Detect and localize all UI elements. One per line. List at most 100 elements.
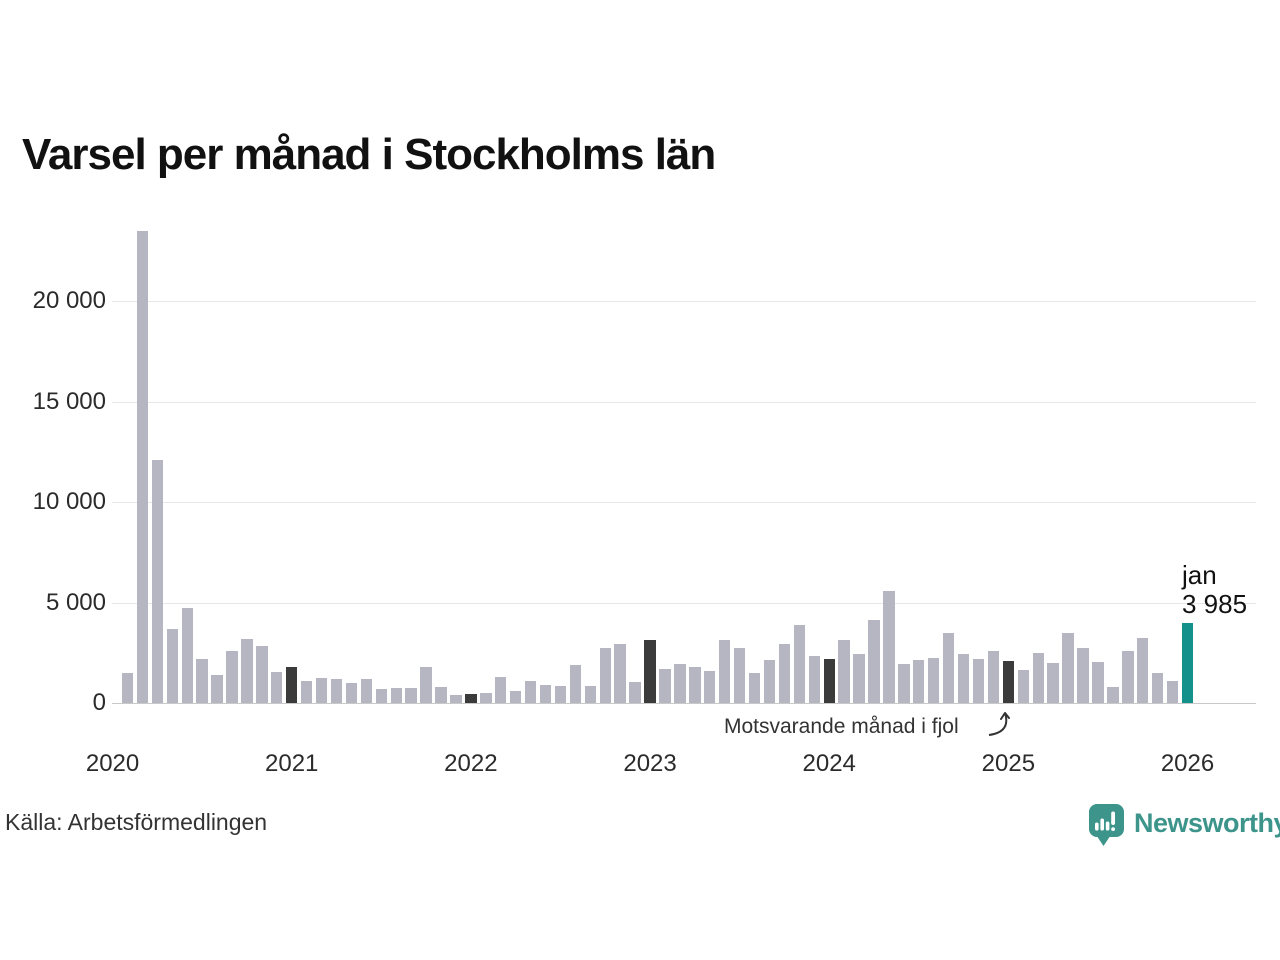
annotation-text: Motsvarande månad i fjol: [724, 715, 959, 738]
gridline-20000: [112, 301, 1256, 302]
bar-2022-07: [554, 686, 567, 703]
x-tick-label-2025: 2025: [981, 750, 1036, 777]
source-text: Källa: Arbetsförmedlingen: [5, 809, 268, 835]
brand-wordmark: Newsworthy: [1134, 808, 1280, 838]
bar-2021-11: [435, 687, 447, 703]
bar-2020-03: [136, 230, 149, 703]
bar-2025-02: [1017, 669, 1029, 703]
bar-2022-10: [599, 648, 611, 703]
bar-2022-04: [509, 691, 522, 703]
bar-2024-03: [853, 653, 865, 703]
bar-2022-02: [480, 693, 492, 703]
bar-2021-12: [450, 695, 462, 703]
gridline-15000: [112, 402, 1256, 403]
bar-2023-08: [748, 673, 761, 703]
bar-2020-11: [256, 645, 268, 703]
bar-2022-05: [524, 681, 537, 703]
bar-2021-04: [330, 678, 343, 703]
brand-logo: Newsworthy: [1088, 803, 1280, 847]
bar-2021-05: [345, 683, 358, 703]
bar-2024-06: [898, 663, 910, 703]
y-tick-label-15000: 15 000: [32, 388, 106, 415]
bar-2020-09: [226, 650, 238, 703]
bar-2025-05: [1062, 632, 1074, 703]
x-tick-label-2024: 2024: [802, 750, 856, 777]
bar-2021-09: [405, 687, 417, 703]
bar-2023-06: [719, 639, 731, 703]
bar-2022-09: [584, 686, 597, 703]
bar-2020-04: [151, 459, 164, 703]
bar-2023-10: [778, 644, 791, 703]
bar-2023-02: [659, 669, 671, 703]
current-month-label: jan 3 985: [1182, 561, 1247, 619]
bar-2022-11: [614, 643, 626, 703]
x-tick-label-2022: 2022: [444, 750, 498, 777]
bar-2023-03: [674, 664, 686, 703]
bar-2024-09: [942, 633, 955, 703]
bar-2022-01: [465, 694, 477, 703]
bar-2022-06: [539, 684, 552, 703]
bar-2025-01: [1002, 660, 1015, 703]
gridline-10000: [112, 502, 1256, 503]
bar-2025-09: [1122, 650, 1134, 703]
bar-2022-08: [569, 664, 582, 703]
bar-2020-05: [166, 629, 178, 703]
bar-2026-01: [1181, 622, 1194, 703]
bar-2024-11: [972, 658, 985, 703]
bar-2025-07: [1092, 661, 1104, 703]
bar-2021-07: [375, 688, 387, 703]
bar-2024-07: [913, 659, 925, 703]
annotation-arrow-icon: [988, 712, 1010, 736]
bar-2020-07: [196, 659, 208, 703]
x-tick-label-2021: 2021: [265, 750, 319, 777]
bar-2023-05: [704, 671, 716, 703]
bar-2024-02: [838, 639, 850, 703]
current-month-name: jan: [1182, 560, 1217, 590]
x-tick-label-2026: 2026: [1160, 750, 1215, 777]
bar-2021-01: [286, 667, 298, 703]
bar-2023-11: [793, 624, 806, 703]
bar-2021-08: [390, 688, 402, 703]
bar-2021-02: [300, 681, 313, 703]
bar-2020-02: [121, 672, 134, 703]
y-tick-label-20000: 20 000: [32, 287, 106, 314]
y-tick-label-10000: 10 000: [32, 488, 106, 515]
newsworthy-bubble-icon: [1089, 804, 1124, 846]
bar-2023-12: [808, 655, 820, 703]
bar-2024-08: [928, 658, 940, 703]
bar-2025-03: [1032, 652, 1044, 703]
bar-2025-12: [1166, 681, 1179, 703]
bar-2020-08: [211, 674, 223, 703]
chart-title: Varsel per månad i Stockholms län: [22, 130, 716, 179]
bar-2025-04: [1047, 662, 1059, 703]
bar-2024-12: [987, 651, 1000, 703]
current-month-value: 3 985: [1182, 589, 1248, 619]
x-tick-label-2020: 2020: [85, 750, 140, 777]
bar-2023-01: [644, 639, 656, 703]
gridline-5000: [112, 603, 1256, 604]
bar-2020-10: [241, 638, 253, 703]
bar-2022-12: [629, 682, 641, 703]
bar-2025-08: [1107, 687, 1119, 703]
bar-2022-03: [495, 677, 507, 703]
bar-2023-04: [689, 666, 701, 703]
bar-2024-10: [957, 653, 970, 703]
gridline-0: [112, 703, 1256, 704]
bar-2024-04: [868, 619, 880, 703]
bar-2021-03: [315, 677, 328, 703]
bar-2020-06: [181, 607, 193, 703]
y-tick-label-0: 0: [92, 689, 106, 716]
bar-2020-12: [271, 672, 283, 703]
bar-2025-11: [1151, 672, 1164, 703]
bar-2021-10: [420, 666, 432, 703]
bar-2024-01: [823, 658, 835, 703]
x-tick-label-2023: 2023: [623, 750, 677, 777]
bar-2025-06: [1077, 647, 1089, 703]
bar-2023-07: [733, 647, 746, 703]
bar-2021-06: [360, 678, 373, 703]
bar-2023-09: [763, 660, 776, 703]
bar-2025-10: [1137, 638, 1149, 703]
bar-2024-05: [883, 591, 895, 703]
